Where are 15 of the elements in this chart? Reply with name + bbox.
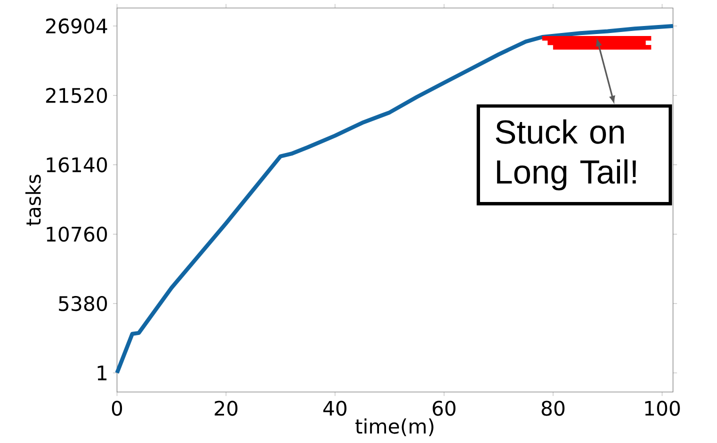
- y-tick-label: 5380: [58, 296, 107, 312]
- x-tick-label: 80: [542, 400, 564, 416]
- y-tick-label: 10760: [46, 226, 107, 242]
- x-tick-label: 40: [323, 400, 346, 416]
- x-tick-label: 100: [645, 400, 680, 416]
- y-tick-label: 26904: [46, 18, 108, 34]
- x-axis-title: time(m): [355, 418, 434, 436]
- y-tick-label: 1: [98, 366, 106, 380]
- y-tick-label: 16140: [46, 157, 107, 172]
- y-tick-label: 21520: [46, 88, 107, 103]
- x-tick-label: 20: [214, 400, 238, 416]
- y-axis-title: tasks: [25, 174, 41, 226]
- annotation: Stuck on Long Tail!: [496, 119, 636, 190]
- x-tick-label: 0: [112, 400, 122, 416]
- x-tick-label: 60: [432, 400, 456, 416]
